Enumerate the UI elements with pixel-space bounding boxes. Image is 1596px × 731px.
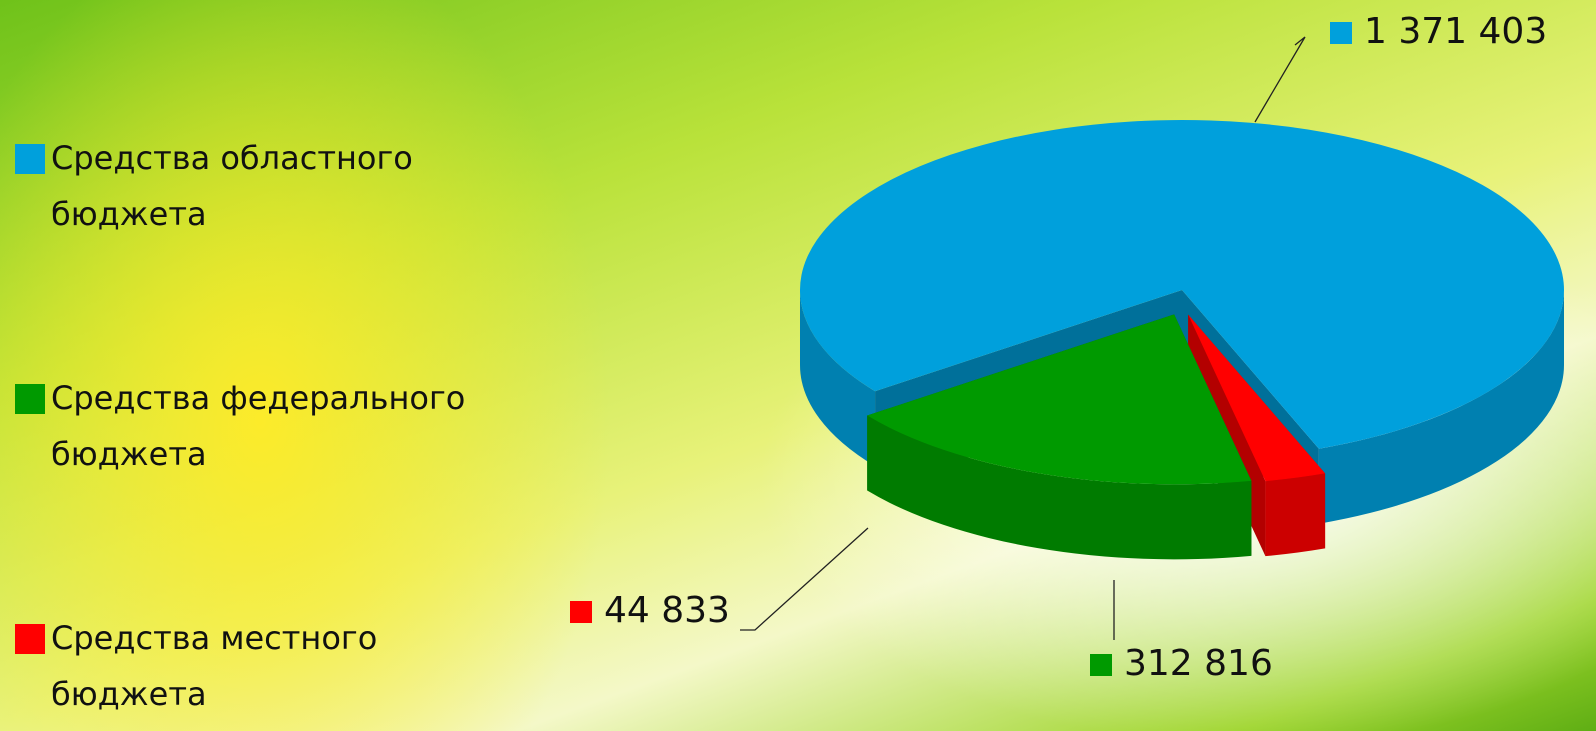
legend-swatch (15, 384, 45, 414)
data-label: 312 816 (1124, 643, 1273, 684)
legend-label: Средства местного бюджета (51, 619, 378, 713)
slice-wall (1318, 290, 1564, 524)
pie-slice (867, 314, 1252, 560)
legend-item: Средства местного бюджета (15, 610, 535, 722)
legend-item: Средства федерального бюджета (15, 370, 535, 482)
label-swatch (570, 601, 592, 623)
legend-label: Средства федерального бюджета (51, 379, 466, 473)
slice-wall (1265, 473, 1326, 557)
slice-top (800, 120, 1565, 449)
slice-wall (867, 415, 1252, 560)
slice-top (1188, 314, 1326, 482)
slice-wall (800, 290, 876, 467)
slice-top (867, 314, 1252, 485)
leader-line (1254, 36, 1306, 123)
legend-item: Средства областного бюджета (15, 130, 535, 242)
legend-swatch (15, 624, 45, 654)
legend: Средства областного бюджета Средства феде… (0, 0, 560, 731)
label-swatch (1090, 654, 1112, 676)
legend-label: Средства областного бюджета (51, 139, 413, 233)
label-swatch (1330, 22, 1352, 44)
leader-line (740, 527, 869, 631)
data-label: 44 833 (604, 590, 730, 631)
legend-swatch (15, 144, 45, 174)
data-label: 1 371 403 (1364, 11, 1547, 52)
